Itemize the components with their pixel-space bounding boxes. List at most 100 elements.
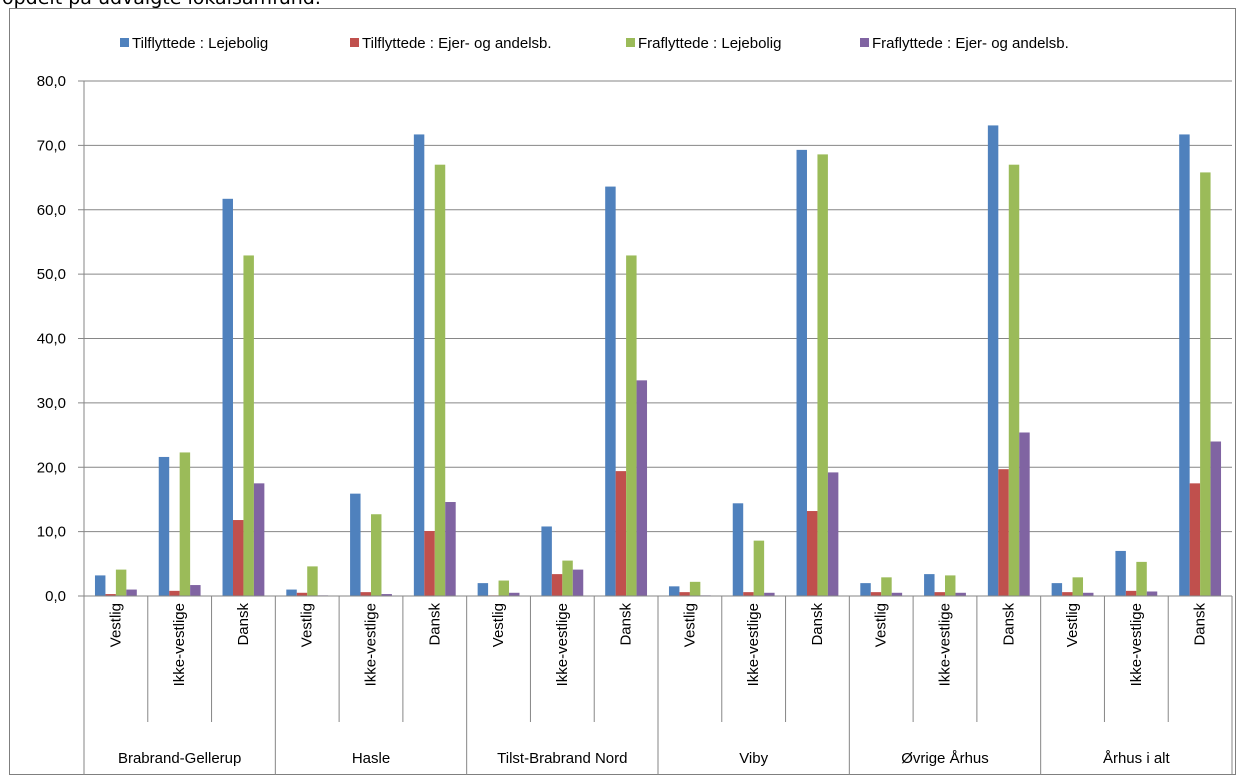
- bar: [360, 592, 371, 596]
- group-label: Viby: [739, 750, 768, 767]
- subcategory-label: Dansk: [235, 603, 252, 646]
- subcategory-label: Ikke-vestlige: [171, 603, 188, 686]
- bar: [626, 255, 637, 597]
- subcategory-label: Dansk: [1000, 603, 1017, 646]
- y-tick-label: 60,0: [37, 202, 66, 219]
- bar: [1062, 592, 1073, 596]
- y-tick-label: 10,0: [37, 524, 66, 541]
- bar: [987, 125, 999, 596]
- subcategory-label: Ikke-vestlige: [363, 603, 380, 686]
- bar: [1008, 164, 1020, 596]
- bar: [764, 592, 775, 596]
- bar: [286, 589, 297, 596]
- subcategory-label: Dansk: [809, 603, 826, 646]
- bar: [222, 198, 233, 596]
- bar: [498, 580, 510, 596]
- group-label: Tilst-Brabrand Nord: [497, 750, 627, 767]
- bar: [541, 526, 552, 596]
- bar: [615, 471, 627, 596]
- y-tick-label: 0,0: [45, 588, 66, 605]
- subcategory-label: Ikke-vestlige: [745, 603, 762, 686]
- bar: [924, 574, 935, 596]
- bar: [158, 456, 170, 596]
- bar: [562, 560, 573, 596]
- subcategory-label: Ikke-vestlige: [937, 603, 954, 686]
- bar: [190, 585, 201, 596]
- bar: [477, 583, 489, 596]
- bar: [668, 586, 680, 596]
- bar: [817, 154, 828, 596]
- bar: [753, 540, 765, 596]
- bar: [1083, 592, 1094, 596]
- group-label: Brabrand-Gellerup: [118, 750, 241, 767]
- legend-swatch: [120, 38, 129, 47]
- bar: [891, 592, 903, 596]
- bar: [796, 149, 807, 596]
- bar: [413, 134, 425, 596]
- bar: [243, 255, 254, 597]
- bar: [636, 380, 648, 596]
- subcategory-label: Ikke-vestlige: [1128, 603, 1145, 686]
- bar: [434, 164, 446, 596]
- bar: [296, 592, 308, 596]
- bar: [232, 520, 244, 596]
- bar: [551, 574, 563, 596]
- subcategory-label: Dansk: [1192, 603, 1209, 646]
- bars: [94, 125, 1222, 597]
- bar: [1125, 590, 1137, 596]
- bar: [806, 511, 818, 596]
- bar: [1019, 432, 1030, 596]
- legend-swatch: [350, 38, 359, 47]
- bar: [1051, 583, 1063, 596]
- category-labels: Vestlig Ikke-vestlige Dansk Vestlig Ikke-ves…: [83, 596, 1233, 775]
- bar: [424, 530, 435, 596]
- bar: [509, 592, 520, 596]
- clipped-heading: opdelt på udvalgte lokalsamfund.: [2, 0, 321, 9]
- group-label: Hasle: [352, 750, 390, 767]
- bar: [115, 569, 127, 596]
- legend-swatch: [860, 38, 869, 47]
- bar: [1200, 172, 1211, 596]
- chart-frame: [9, 8, 1236, 775]
- bar: [1136, 561, 1147, 596]
- subcategory-label: Dansk: [426, 603, 443, 646]
- bar: [371, 514, 382, 596]
- bar: [1072, 577, 1084, 596]
- subcategory-label: Vestlig: [681, 603, 698, 647]
- bar: [679, 592, 690, 596]
- bar: [126, 589, 137, 596]
- y-tick-label: 40,0: [37, 331, 66, 348]
- bar: [1115, 550, 1126, 596]
- y-tick-label: 50,0: [37, 266, 66, 283]
- legend-label: Tilflyttede : Lejebolig: [132, 35, 268, 52]
- bar: [307, 566, 318, 596]
- subcategory-label: Dansk: [618, 603, 635, 646]
- bar: [94, 575, 106, 596]
- y-tick-label: 30,0: [37, 395, 66, 412]
- bar: [743, 592, 754, 596]
- bar: [350, 493, 361, 596]
- bar: [827, 472, 839, 596]
- bar: [860, 583, 871, 596]
- subcategory-label: Vestlig: [873, 603, 890, 647]
- y-tick-label: 80,0: [37, 73, 66, 90]
- bar: [605, 186, 616, 596]
- legend: Tilflyttede : Lejebolig Tilflyttede : Eje…: [120, 35, 1069, 52]
- bar: [998, 469, 1009, 596]
- gridlines: [84, 80, 1232, 533]
- group-label: Øvrige Århus: [901, 750, 989, 767]
- subcategory-label: Ikke-vestlige: [554, 603, 571, 686]
- subcategory-label: Vestlig: [1064, 603, 1081, 647]
- bar: [1179, 134, 1190, 596]
- bar: [1146, 591, 1158, 596]
- subcategory-label: Vestlig: [107, 603, 124, 647]
- y-tick-label: 20,0: [37, 459, 66, 476]
- bar: [445, 502, 456, 596]
- legend-swatch: [626, 38, 635, 47]
- bar: [870, 592, 882, 596]
- bar: [934, 592, 945, 596]
- subcategory-label: Vestlig: [490, 603, 507, 647]
- bar: [1210, 441, 1222, 596]
- bar: [689, 581, 701, 596]
